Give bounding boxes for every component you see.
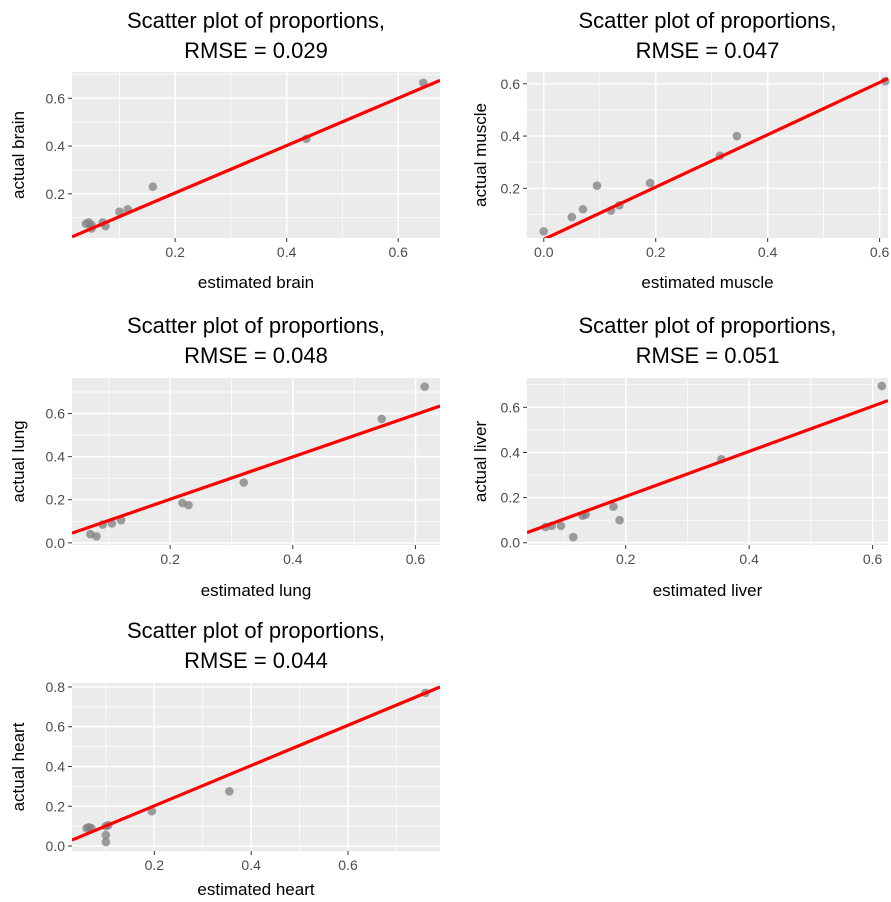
x-tick-label: 0.4 [241,857,261,873]
y-axis-label: actual muscle [471,103,490,207]
data-point [539,227,549,236]
data-point [645,178,655,188]
x-axis-label: estimated liver [653,581,763,600]
y-axis-label: actual lung [9,420,28,502]
y-tick-label: 0.4 [501,444,521,460]
chart-subtitle: RMSE = 0.044 [184,648,328,673]
y-tick-label: 0.6 [501,76,521,92]
y-tick-label: 0.0 [501,535,521,551]
y-tick-label: 0.6 [46,719,66,735]
x-tick-label: 0.4 [739,551,759,567]
y-tick-label: 0.0 [46,535,66,551]
chart-subtitle: RMSE = 0.048 [184,343,328,368]
chart-title: Scatter plot of proportions, [127,313,385,338]
chart-title: Scatter plot of proportions, [578,8,836,33]
y-tick-label: 0.2 [46,186,66,202]
chart-title: Scatter plot of proportions, [578,313,836,338]
data-point [578,204,588,214]
x-tick-label: 0.4 [758,244,778,260]
chart-panel-2: 0.0 0.2 0.4 0.6 0.2 0.4 0.6 Scatter plot of pro… [471,8,890,292]
x-axis-label: estimated lung [201,581,312,600]
x-tick-label: 0.2 [145,857,165,873]
chart-subtitle: RMSE = 0.047 [636,38,780,63]
fit-line [72,685,440,842]
chart-title: Scatter plot of proportions, [127,618,385,643]
chart-title: Scatter plot of proportions, [127,8,385,33]
data-point [732,131,742,141]
plot-background [527,72,888,238]
chart-panel-5: 0.2 0.4 0.6 0.0 0.2 0.4 0.6 0.8 Scatter plot of … [9,618,440,899]
data-point [877,381,887,391]
fit-line [542,77,888,238]
x-tick-label: 0.6 [406,551,426,567]
y-tick-label: 0.4 [501,128,521,144]
data-point [92,532,101,541]
fit-line [72,404,440,535]
data-point [184,500,193,510]
x-tick-label: 0.4 [283,551,303,567]
y-tick-label: 0.2 [501,180,521,196]
x-tick-label: 0.2 [646,244,666,260]
x-axis-label: estimated muscle [641,273,773,292]
data-point [239,478,249,487]
data-point [592,181,602,191]
y-tick-label: 0.6 [46,406,66,422]
x-axis-label: estimated heart [197,880,314,899]
y-tick-label: 0.2 [501,490,521,506]
plot-background [72,378,440,545]
x-tick-label: 0.6 [388,244,408,260]
data-point [609,502,618,511]
x-axis-label: estimated brain [198,273,314,292]
fit-line [527,399,888,535]
y-tick-label: 0.8 [46,679,66,695]
data-point [148,182,158,191]
y-tick-label: 0.0 [46,838,66,854]
y-tick-label: 0.2 [46,798,66,814]
data-point [101,830,111,840]
chart-panel-3: 0.2 0.4 0.6 0.0 0.2 0.4 0.6 Scatter plot of pro… [9,313,440,600]
y-tick-label: 0.4 [46,138,66,154]
x-tick-label: 0.2 [160,551,180,567]
x-tick-label: 0.6 [870,244,890,260]
fit-line [72,78,440,238]
data-point [615,515,624,525]
chart-subtitle: RMSE = 0.029 [184,38,328,63]
y-tick-label: 0.4 [46,759,66,775]
x-tick-label: 0.2 [616,551,636,567]
data-point [568,532,578,542]
chart-panel-1: 0.2 0.4 0.6 0.2 0.4 0.6 Scatter plot of propor… [9,8,440,292]
y-axis-label: actual liver [471,421,490,503]
data-point [115,207,124,217]
data-point [420,382,429,391]
data-point [556,521,566,531]
y-axis-label: actual heart [9,722,28,811]
y-tick-label: 0.6 [501,399,521,415]
x-tick-label: 0.4 [277,244,297,260]
y-tick-label: 0.2 [46,492,66,508]
data-point [225,787,234,796]
chart-panel-4: 0.2 0.4 0.6 0.0 0.2 0.4 0.6 Scatter plot of pro… [471,313,888,600]
data-point [567,212,577,222]
data-point [101,837,111,847]
x-tick-label: 0.2 [165,244,185,260]
chart-subtitle: RMSE = 0.051 [636,343,780,368]
x-tick-label: 0.6 [863,551,883,567]
y-tick-label: 0.6 [46,90,66,106]
x-tick-label: 0.0 [534,244,554,260]
y-axis-label: actual brain [9,111,28,199]
data-point [377,414,387,424]
x-tick-label: 0.6 [338,857,358,873]
y-tick-label: 0.4 [46,449,66,465]
